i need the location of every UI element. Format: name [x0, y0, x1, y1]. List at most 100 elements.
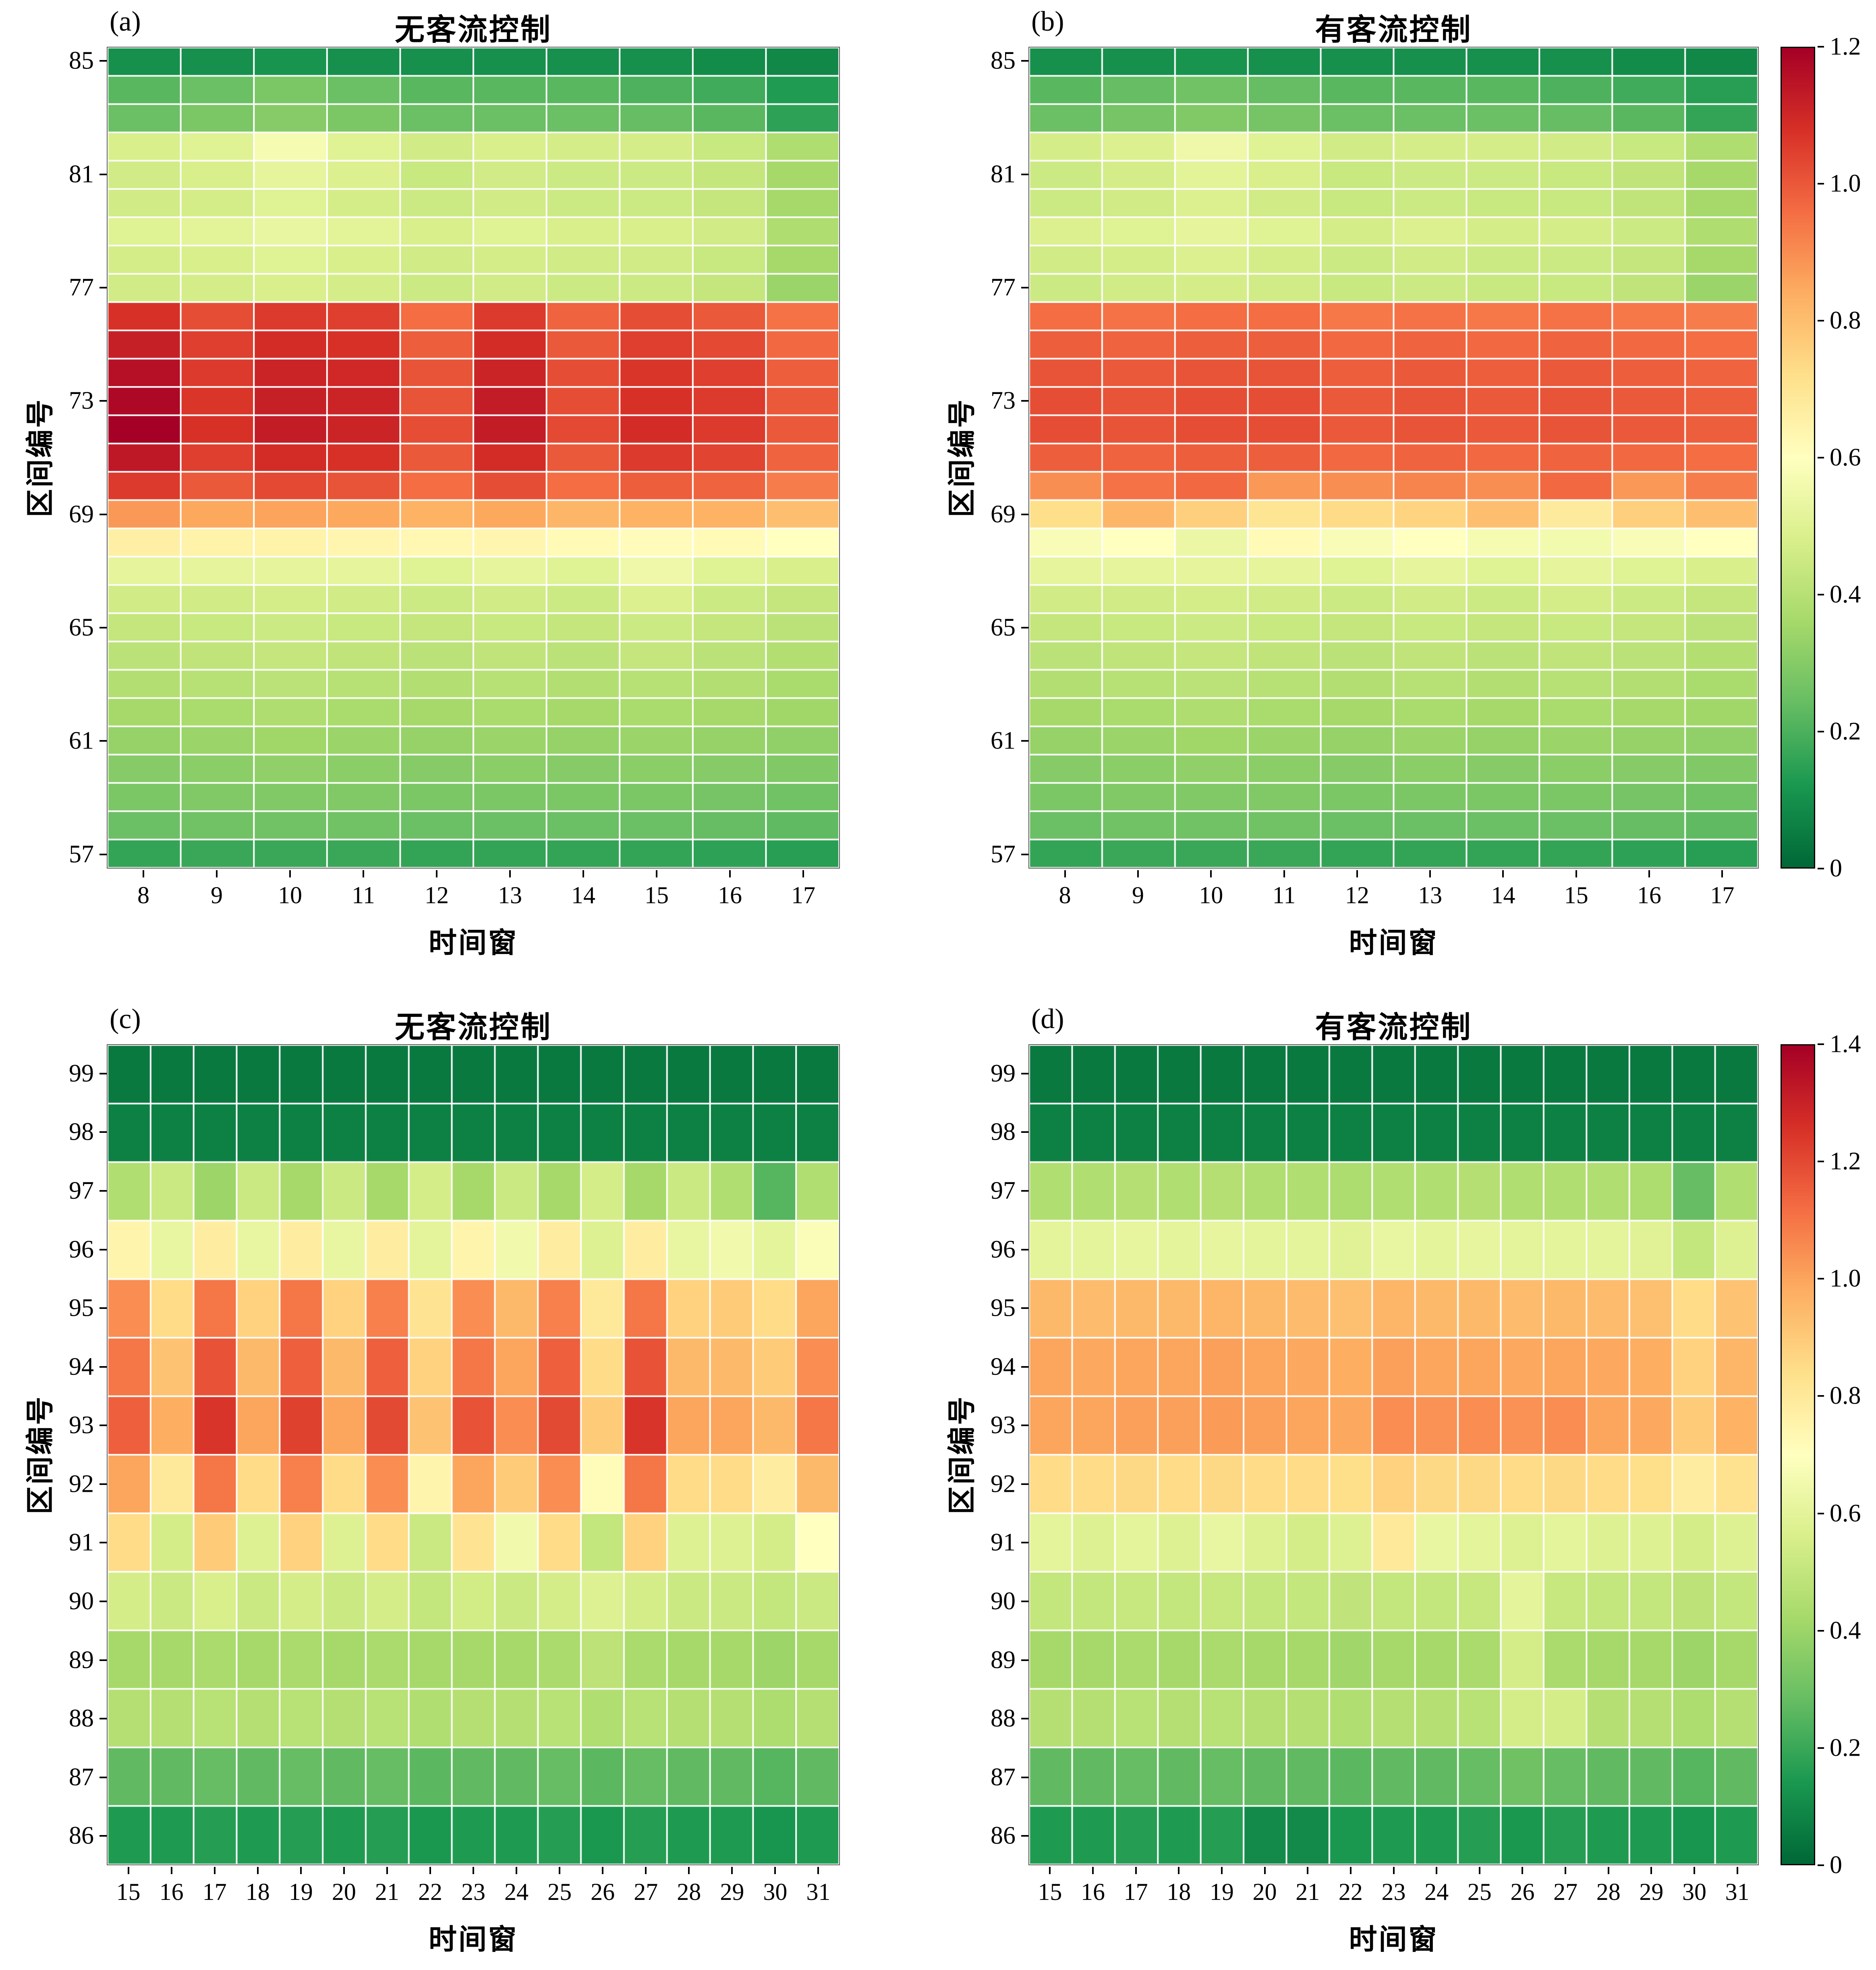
y-tick-label: 88: [69, 1705, 94, 1732]
x-tick-mark: [774, 1867, 776, 1874]
y-tick-mark: [1021, 1190, 1028, 1192]
cb-tick-mark: [1818, 1161, 1824, 1163]
cb-tick-mark: [1818, 1630, 1824, 1632]
y-tick-mark: [100, 1718, 107, 1720]
cb-tick-label: 1.2: [1830, 33, 1861, 60]
x-tick-label: 13: [498, 882, 522, 908]
cb-tick-mark: [1818, 1043, 1824, 1045]
y-tick-mark: [100, 1483, 107, 1485]
x-tick-label: 9: [1132, 882, 1144, 908]
y-tick-mark: [100, 1131, 107, 1133]
x-tick-label: 19: [1209, 1879, 1234, 1905]
x-tick-mark: [1137, 870, 1139, 877]
panel-b-corner-label: (b): [1031, 6, 1064, 37]
x-tick-label: 12: [425, 882, 449, 908]
cb-tick-label: 1.2: [1830, 1147, 1861, 1175]
x-tick-mark: [127, 1867, 129, 1874]
x-tick-label: 15: [1564, 882, 1588, 908]
y-tick-label: 61: [991, 727, 1016, 755]
x-tick-label: 16: [1080, 1879, 1105, 1905]
x-tick-mark: [1356, 870, 1358, 877]
y-tick-label: 86: [69, 1822, 94, 1850]
x-tick-label: 11: [352, 882, 375, 908]
x-tick-label: 26: [591, 1879, 615, 1905]
y-tick-label: 86: [991, 1822, 1016, 1850]
y-tick-label: 93: [69, 1411, 94, 1439]
panel-a-xlabel: 时间窗: [429, 928, 518, 959]
cb-tick-label: 0.8: [1830, 1382, 1861, 1410]
y-tick-mark: [100, 173, 107, 175]
x-tick-label: 16: [1637, 882, 1662, 908]
y-tick-label: 89: [991, 1646, 1016, 1673]
x-tick-mark: [289, 870, 291, 877]
x-tick-mark: [1221, 1867, 1223, 1874]
x-tick-label: 10: [278, 882, 302, 908]
x-tick-label: 17: [791, 882, 815, 908]
panel-d-corner-label: (d): [1031, 1004, 1064, 1035]
x-tick-mark: [1736, 1867, 1738, 1874]
x-tick-label: 22: [1338, 1879, 1363, 1905]
x-tick-mark: [1092, 1867, 1094, 1874]
x-tick-label: 15: [116, 1879, 141, 1905]
x-tick-mark: [1607, 1867, 1609, 1874]
x-tick-mark: [1064, 870, 1066, 877]
y-tick-mark: [100, 740, 107, 742]
y-tick-label: 85: [991, 47, 1016, 75]
x-tick-mark: [802, 870, 804, 877]
cb-tick-mark: [1818, 1512, 1824, 1514]
x-tick-label: 25: [547, 1879, 572, 1905]
x-tick-mark: [216, 870, 218, 877]
cb-tick-mark: [1818, 183, 1824, 185]
y-tick-label: 77: [69, 274, 94, 301]
x-tick-mark: [1648, 870, 1650, 877]
y-tick-mark: [100, 1248, 107, 1250]
x-tick-mark: [1694, 1867, 1696, 1874]
x-tick-mark: [582, 870, 584, 877]
y-tick-mark: [1021, 1776, 1028, 1778]
y-tick-label: 81: [991, 160, 1016, 188]
x-tick-label: 9: [211, 882, 223, 908]
x-tick-mark: [429, 1867, 431, 1874]
x-tick-mark: [300, 1867, 302, 1874]
x-tick-label: 17: [1710, 882, 1735, 908]
x-tick-label: 31: [806, 1879, 831, 1905]
panel-d-xlabel: 时间窗: [1349, 1924, 1439, 1955]
x-tick-mark: [1429, 870, 1431, 877]
cb-tick-mark: [1818, 1278, 1824, 1280]
y-tick-label: 81: [69, 160, 94, 188]
cb-tick-mark: [1818, 320, 1824, 321]
cb-tick-label: 0.4: [1830, 1617, 1861, 1644]
y-tick-label: 94: [991, 1353, 1016, 1381]
x-tick-mark: [1522, 1867, 1524, 1874]
y-tick-mark: [1021, 513, 1028, 515]
x-tick-mark: [143, 870, 144, 877]
y-tick-mark: [1021, 1366, 1028, 1368]
panel-a-corner-label: (a): [110, 6, 141, 37]
panel-a-heatmap: [107, 47, 840, 869]
y-tick-mark: [100, 286, 107, 288]
x-tick-label: 24: [1424, 1879, 1449, 1905]
y-tick-mark: [1021, 1600, 1028, 1602]
x-tick-mark: [516, 1867, 518, 1874]
x-tick-mark: [363, 870, 364, 877]
x-tick-label: 27: [1553, 1879, 1578, 1905]
x-tick-label: 29: [720, 1879, 744, 1905]
colorbar-bottom-tick-labels: 0 0.2 0.4 0.6 0.8 1.0 1.2 1.4: [1818, 1031, 1876, 1879]
cb-tick-mark: [1818, 594, 1824, 595]
y-tick-label: 61: [69, 727, 94, 755]
cb-tick-label: 0.4: [1830, 581, 1861, 608]
y-tick-label: 69: [991, 500, 1016, 528]
cb-tick-label: 0.8: [1830, 307, 1861, 334]
x-tick-mark: [214, 1867, 216, 1874]
y-tick-label: 99: [991, 1060, 1016, 1087]
y-tick-label: 65: [69, 614, 94, 641]
y-tick-label: 97: [69, 1177, 94, 1205]
y-tick-mark: [1021, 1248, 1028, 1250]
cb-tick-label: 0.2: [1830, 717, 1861, 745]
y-tick-label: 91: [991, 1528, 1016, 1556]
x-tick-mark: [559, 1867, 561, 1874]
y-tick-label: 90: [991, 1587, 1016, 1615]
y-tick-label: 91: [69, 1528, 94, 1556]
cb-tick-mark: [1818, 731, 1824, 732]
y-tick-mark: [1021, 1483, 1028, 1485]
